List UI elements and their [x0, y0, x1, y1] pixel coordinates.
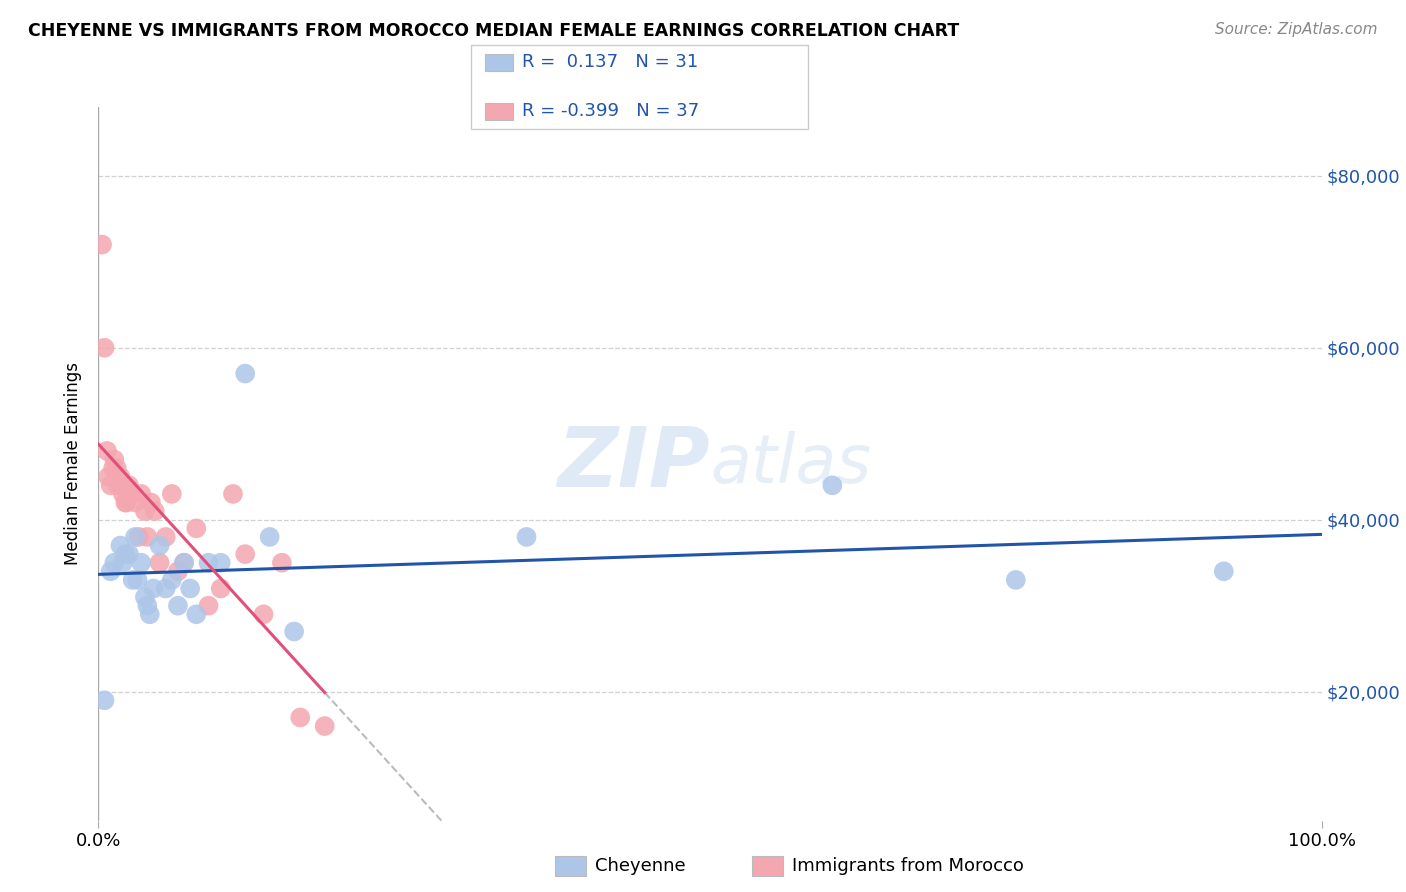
Point [120, 487, 142, 501]
Point [252, 607, 274, 622]
Point [222, 487, 245, 501]
Point [97, 469, 120, 483]
Point [100, 478, 122, 492]
Point [134, 504, 156, 518]
Point [136, 530, 159, 544]
Point [160, 573, 183, 587]
Point [100, 564, 122, 578]
Point [186, 607, 208, 622]
Point [91, 237, 114, 252]
Point [107, 478, 129, 492]
Point [134, 590, 156, 604]
Text: R =  0.137   N = 31: R = 0.137 N = 31 [522, 54, 697, 71]
Point [233, 367, 256, 381]
Point [136, 599, 159, 613]
Point [121, 573, 143, 587]
Point [124, 530, 146, 544]
Point [314, 719, 336, 733]
Point [197, 599, 219, 613]
Point [209, 556, 232, 570]
Point [167, 599, 190, 613]
Point [290, 710, 312, 724]
Point [114, 547, 136, 561]
Point [129, 487, 152, 501]
Point [167, 564, 190, 578]
Point [128, 530, 150, 544]
Point [103, 452, 125, 467]
Text: Immigrants from Morocco: Immigrants from Morocco [792, 857, 1024, 875]
Point [129, 556, 152, 570]
Point [270, 556, 294, 570]
Point [173, 556, 195, 570]
Point [118, 478, 141, 492]
Point [115, 495, 138, 509]
Text: Cheyenne: Cheyenne [595, 857, 685, 875]
Text: Source: ZipAtlas.com: Source: ZipAtlas.com [1215, 22, 1378, 37]
Point [515, 530, 537, 544]
Point [1212, 564, 1234, 578]
Point [233, 547, 256, 561]
Point [259, 530, 281, 544]
Point [105, 461, 128, 475]
Point [149, 556, 172, 570]
Point [124, 495, 146, 509]
Point [139, 607, 162, 622]
Point [101, 461, 124, 475]
Point [155, 530, 177, 544]
Point [93, 693, 115, 707]
Point [155, 582, 177, 596]
Y-axis label: Median Female Earnings: Median Female Earnings [65, 362, 83, 566]
Point [110, 539, 132, 553]
Point [111, 487, 134, 501]
Point [209, 582, 232, 596]
Text: ZIP: ZIP [557, 424, 710, 504]
Point [118, 547, 141, 561]
Point [142, 582, 165, 596]
Text: CHEYENNE VS IMMIGRANTS FROM MOROCCO MEDIAN FEMALE EARNINGS CORRELATION CHART: CHEYENNE VS IMMIGRANTS FROM MOROCCO MEDI… [28, 22, 959, 40]
Point [149, 539, 172, 553]
Point [111, 478, 134, 492]
Point [186, 521, 208, 535]
Point [96, 444, 118, 458]
Point [160, 487, 183, 501]
Point [93, 341, 115, 355]
Text: R = -0.399   N = 37: R = -0.399 N = 37 [522, 103, 699, 120]
Point [1004, 573, 1026, 587]
Point [111, 556, 134, 570]
Point [173, 556, 195, 570]
Point [283, 624, 305, 639]
Point [114, 495, 136, 509]
Text: atlas: atlas [710, 431, 872, 497]
Point [143, 504, 166, 518]
Point [127, 573, 149, 587]
Point [139, 495, 162, 509]
Point [103, 556, 125, 570]
Point [110, 469, 132, 483]
Point [179, 582, 201, 596]
Point [197, 556, 219, 570]
Point [821, 478, 844, 492]
